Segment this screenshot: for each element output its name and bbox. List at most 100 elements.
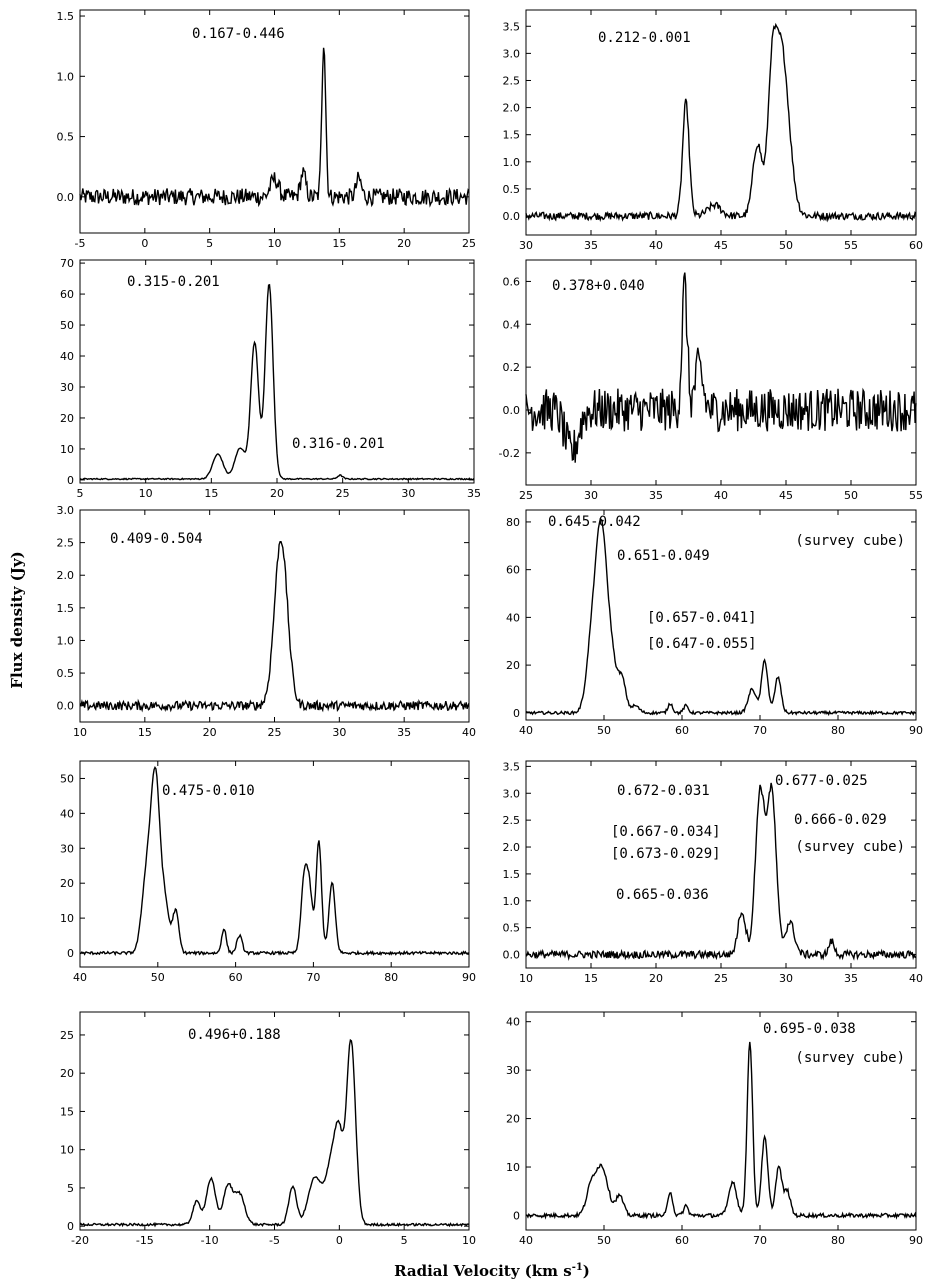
y-tick-label: 40 [506, 1016, 520, 1029]
y-tick-label: 50 [60, 319, 74, 332]
y-tick-label: 1.5 [57, 602, 75, 615]
x-tick-label: 40 [909, 972, 923, 985]
panel-2: 30 35 40 45 50 55 60 0.0 0.5 1.0 1.5 2.0 2.5 3.0 3.5 0.… [503, 9, 923, 252]
x-tick-label: 60 [909, 239, 923, 252]
source-label: [0.667-0.034] [611, 824, 721, 840]
x-tick-label: 0 [141, 237, 148, 250]
x-tick-label: -5 [269, 1234, 280, 1247]
x-tick-label: 90 [909, 1234, 923, 1247]
x-tick-label: 35 [467, 487, 481, 500]
x-axis-title-close: ) [583, 1262, 590, 1280]
panel-6: 40 50 60 70 80 90 0 20 40 60 80 0.645-0.042 (survey … [506, 509, 923, 737]
series-line [79, 283, 475, 481]
source-label: 0.672-0.031 [617, 783, 710, 799]
y-tick-label: 10 [506, 1161, 520, 1174]
x-tick-label: 45 [714, 239, 728, 252]
x-tick-label: 0 [336, 1234, 343, 1247]
y-tick-label: 1.0 [503, 156, 521, 169]
y-tick-label: 3.5 [503, 20, 521, 33]
y-tick-label: 0.5 [57, 667, 75, 680]
y-tick-label: 0.2 [503, 361, 521, 374]
panel-5: 10 15 20 25 30 35 40 0.0 0.5 1.0 1.5 2.0 2.5 3.0 0.409… [57, 504, 477, 739]
y-tick-label: 2.5 [503, 814, 521, 827]
x-tick-label: 35 [397, 726, 411, 739]
x-tick-label: 50 [844, 489, 858, 502]
y-tick-label: 0 [67, 1220, 74, 1233]
x-axis-title-sup: -1 [572, 1262, 583, 1273]
y-tick-label: 3.0 [503, 47, 521, 60]
plot-frame [525, 1011, 917, 1231]
source-label: [0.647-0.055] [647, 636, 757, 652]
series-line [525, 518, 917, 717]
panel-9: -20 -15 -10 -5 0 5 10 0 5 10 15 20 25 0.496+0.188 [60, 1011, 476, 1247]
y-tick-label: 30 [60, 842, 74, 855]
y-tick-label: 2.0 [503, 841, 521, 854]
y-tick-label: 2.5 [503, 74, 521, 87]
y-tick-label: 2.0 [503, 102, 521, 115]
source-label: 0.378+0.040 [552, 278, 645, 294]
y-axis-title: Flux density (Jy) [8, 551, 26, 688]
y-tick-label: 0 [67, 947, 74, 960]
y-tick-label: 50 [60, 772, 74, 785]
source-label: 0.316-0.201 [292, 436, 385, 452]
y-tick-label: 10 [60, 912, 74, 925]
y-tick-label: 1.0 [503, 895, 521, 908]
x-tick-label: 5 [77, 487, 84, 500]
y-tick-label: 70 [60, 257, 74, 270]
series-line [79, 541, 470, 713]
y-tick-label: 5 [67, 1182, 74, 1195]
series-line [79, 47, 470, 208]
x-tick-label: 70 [306, 971, 320, 984]
x-tick-label: 30 [401, 487, 415, 500]
source-label: 0.695-0.038 [763, 1021, 856, 1037]
y-tick-label: 2.5 [57, 537, 75, 550]
y-tick-label: 0.5 [503, 183, 521, 196]
x-tick-label: 15 [204, 487, 218, 500]
x-tick-label: 25 [462, 237, 476, 250]
x-tick-label: 10 [139, 487, 153, 500]
x-tick-label: 30 [584, 489, 598, 502]
x-tick-label: 40 [519, 724, 533, 737]
x-tick-label: 90 [909, 724, 923, 737]
x-tick-label: 25 [714, 972, 728, 985]
x-tick-label: 50 [597, 724, 611, 737]
y-tick-label: 20 [60, 877, 74, 890]
y-tick-label: 40 [506, 611, 520, 624]
source-label: 0.409-0.504 [110, 531, 203, 547]
x-tick-label: 35 [649, 489, 663, 502]
source-label: 0.496+0.188 [188, 1027, 281, 1043]
series-line [525, 782, 917, 961]
series-line [525, 22, 917, 223]
x-tick-label: 50 [151, 971, 165, 984]
x-tick-label: 40 [462, 726, 476, 739]
y-tick-label: 0.6 [503, 275, 521, 288]
panel-1: -5 0 5 10 15 20 25 0.0 0.5 1.0 1.5 0.167-0.446 [57, 9, 476, 250]
y-tick-label: 0 [67, 474, 74, 487]
x-tick-label: 35 [844, 972, 858, 985]
y-tick-label: 10 [60, 443, 74, 456]
plot-frame [79, 1011, 470, 1231]
x-tick-label: 80 [384, 971, 398, 984]
y-tick-label: 0.0 [57, 191, 75, 204]
y-tick-label: 1.0 [57, 70, 75, 83]
source-label: 0.167-0.446 [192, 26, 285, 42]
x-tick-label: -10 [201, 1234, 219, 1247]
source-label: [0.657-0.041] [647, 610, 757, 626]
panel-10: 40 50 60 70 80 90 0 10 20 30 40 0.695-0.038 (survey … [506, 1011, 923, 1247]
y-tick-label: 1.0 [57, 634, 75, 647]
y-tick-label: 0.4 [503, 318, 521, 331]
x-tick-label: 15 [138, 726, 152, 739]
y-tick-label: 40 [60, 807, 74, 820]
y-tick-label: 15 [60, 1105, 74, 1118]
source-label: (survey cube) [795, 533, 905, 549]
y-tick-label: 0.0 [503, 949, 521, 962]
source-label: 0.645-0.042 [548, 514, 641, 530]
y-tick-label: 60 [506, 564, 520, 577]
source-label: 0.475-0.010 [162, 783, 255, 799]
source-label: 0.651-0.049 [617, 548, 710, 564]
x-tick-label: 15 [332, 237, 346, 250]
y-tick-label: 20 [506, 1113, 520, 1126]
x-axis-title-main: Radial Velocity (km s [394, 1262, 572, 1280]
x-tick-label: 20 [397, 237, 411, 250]
